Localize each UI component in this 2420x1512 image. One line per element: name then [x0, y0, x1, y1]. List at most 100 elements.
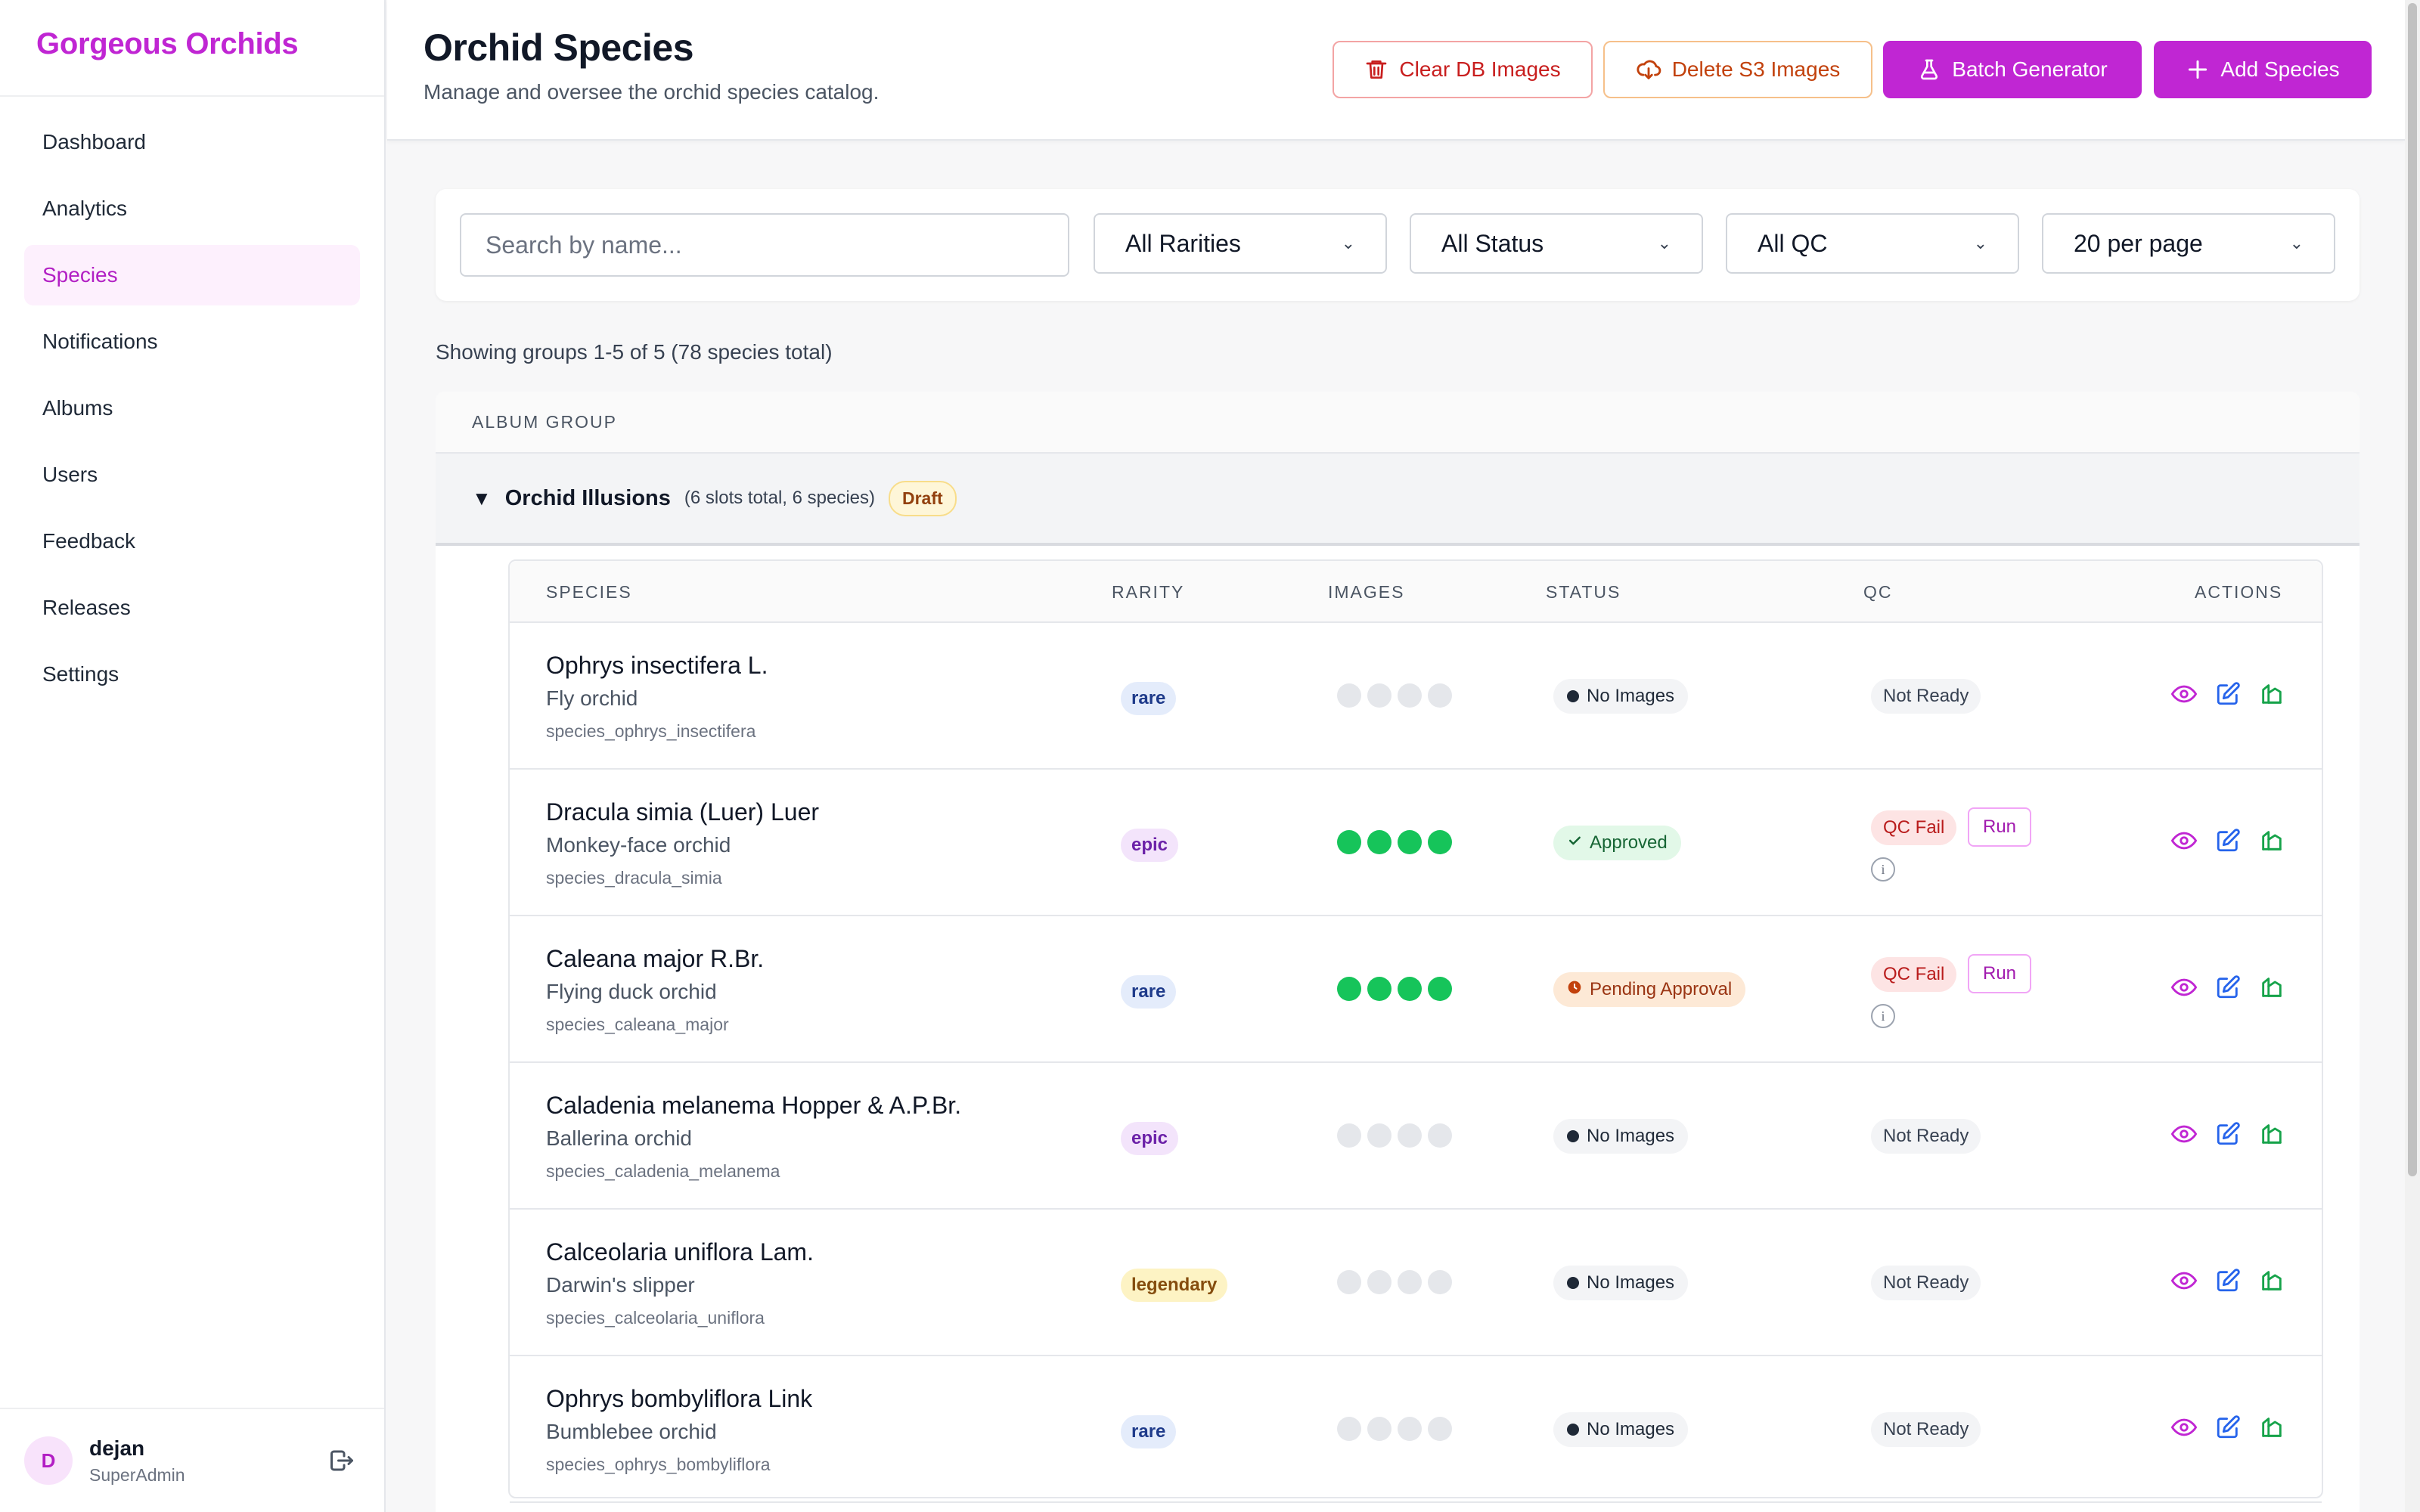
status-badge: Draft: [889, 480, 957, 516]
chevron-down-icon: ⌄: [2289, 234, 2304, 253]
row-actions: [2170, 1120, 2285, 1148]
per-page-select[interactable]: 20 per page ⌄: [2042, 213, 2335, 274]
view-eye-icon[interactable]: [2170, 974, 2198, 1001]
delete-s3-images-button[interactable]: Delete S3 Images: [1603, 41, 1872, 98]
rarity-badge: epic: [1121, 1122, 1179, 1155]
sidebar-item-users[interactable]: Users: [42, 463, 98, 486]
sidebar-item-settings[interactable]: Settings: [42, 662, 119, 686]
sidebar-item-notifications[interactable]: Notifications: [42, 330, 158, 353]
brand-logo-text[interactable]: Gorgeous Orchids: [36, 27, 299, 60]
image-slot-dot: [1398, 830, 1422, 854]
sidebar-item-dashboard[interactable]: Dashboard: [42, 130, 146, 153]
image-slot-dot: [1367, 1270, 1392, 1294]
images-gallery-icon[interactable]: [2258, 974, 2285, 1001]
status-select[interactable]: All Status ⌄: [1410, 213, 1703, 274]
row-actions: [2170, 827, 2285, 854]
sidebar-item-analytics[interactable]: Analytics: [42, 197, 128, 220]
sidebar-item-species[interactable]: Species: [24, 245, 360, 305]
qc-badge: Not Ready: [1871, 1266, 1981, 1300]
page-scrollbar[interactable]: [2405, 0, 2420, 1512]
run-qc-button[interactable]: Run: [1968, 954, 2031, 993]
species-name: Calceolaria uniflora Lam.: [546, 1238, 814, 1266]
species-id: species_caleana_major: [546, 1015, 729, 1034]
row-actions: [2170, 680, 2285, 708]
chevron-down-icon: ⌄: [1973, 234, 1987, 253]
qc-badge: Not Ready: [1871, 1119, 1981, 1154]
status-dot-icon: [1567, 1130, 1579, 1142]
qc-badge: Not Ready: [1871, 679, 1981, 714]
status-label: No Images: [1587, 686, 1675, 706]
image-slot-dot: [1367, 1417, 1392, 1441]
clear-db-images-button[interactable]: Clear DB Images: [1333, 41, 1593, 98]
table-row: Dracula simia (Luer) Luer Monkey-face orc…: [510, 770, 2322, 916]
images-gallery-icon[interactable]: [2258, 680, 2285, 708]
sidebar-item-releases[interactable]: Releases: [42, 596, 131, 619]
status-label: Pending Approval: [1590, 979, 1733, 999]
qc-badge: QC Fail: [1871, 957, 1957, 992]
brand: Gorgeous Orchids: [0, 0, 384, 97]
image-slot-dot: [1367, 1123, 1392, 1148]
species-name: Ophrys insectifera L.: [546, 652, 768, 679]
batch-generator-button[interactable]: Batch Generator: [1883, 41, 2142, 98]
images-gallery-icon[interactable]: [2258, 1414, 2285, 1441]
rarity-badge: rare: [1121, 682, 1177, 715]
image-slot-dot: [1398, 1123, 1422, 1148]
user-panel: D dejan SuperAdmin: [0, 1408, 384, 1512]
subtable-header: SPECIES RARITY IMAGES STATUS QC ACTIONS: [510, 561, 2322, 623]
rarity-badge: legendary: [1121, 1269, 1228, 1302]
row-actions: [2170, 1414, 2285, 1441]
edit-pencil-icon[interactable]: [2214, 680, 2242, 708]
add-species-label: Add Species: [2220, 57, 2340, 81]
image-slot-dot: [1337, 830, 1361, 854]
species-table: ALBUM GROUP ▼ Orchid Illusions (6 slots …: [436, 392, 2360, 1512]
image-slot-dot: [1337, 977, 1361, 1001]
rarity-select-value: All Rarities: [1125, 229, 1241, 257]
add-species-button[interactable]: Add Species: [2154, 41, 2372, 98]
view-eye-icon[interactable]: [2170, 680, 2198, 708]
album-group-row[interactable]: ▼ Orchid Illusions (6 slots total, 6 spe…: [436, 454, 2360, 546]
search-input[interactable]: Search by name...: [460, 213, 1069, 277]
sidebar-item-albums[interactable]: Albums: [42, 396, 113, 420]
qc-select[interactable]: All QC ⌄: [1726, 213, 2019, 274]
sidebar-item-feedback[interactable]: Feedback: [42, 529, 135, 553]
image-slot-dot: [1337, 1123, 1361, 1148]
image-slots: [1337, 830, 1452, 854]
collapse-triangle-icon[interactable]: ▼: [472, 486, 492, 510]
trash-icon: [1367, 60, 1387, 79]
column-header-species: SPECIES: [546, 582, 632, 602]
flask-icon: [1921, 59, 1938, 80]
info-icon[interactable]: i: [1871, 1004, 1895, 1028]
logout-icon[interactable]: [324, 1442, 360, 1479]
edit-pencil-icon[interactable]: [2214, 974, 2242, 1001]
rarity-select[interactable]: All Rarities ⌄: [1094, 213, 1387, 274]
scrollbar-thumb[interactable]: [2408, 3, 2417, 1176]
run-qc-button[interactable]: Run: [1968, 807, 2031, 847]
view-eye-icon[interactable]: [2170, 1267, 2198, 1294]
image-slot-dot: [1428, 1123, 1452, 1148]
species-name: Caladenia melanema Hopper & A.P.Br.: [546, 1092, 962, 1119]
edit-pencil-icon[interactable]: [2214, 827, 2242, 854]
images-gallery-icon[interactable]: [2258, 1267, 2285, 1294]
clock-icon: [1567, 979, 1582, 1000]
table-row: Ophrys insectifera L. Fly orchid species_o…: [510, 623, 2322, 770]
status-label: Approved: [1590, 832, 1668, 853]
column-header-qc: QC: [1863, 582, 1893, 602]
cloud-download-icon: [1637, 60, 1661, 79]
info-icon[interactable]: i: [1871, 857, 1895, 881]
batch-generator-label: Batch Generator: [1952, 57, 2108, 81]
species-name: Ophrys bombyliflora Link: [546, 1385, 813, 1412]
images-gallery-icon[interactable]: [2258, 827, 2285, 854]
images-gallery-icon[interactable]: [2258, 1120, 2285, 1148]
edit-pencil-icon[interactable]: [2214, 1414, 2242, 1441]
rarity-badge: rare: [1121, 1415, 1177, 1448]
view-eye-icon[interactable]: [2170, 827, 2198, 854]
sidebar: Gorgeous Orchids Dashboard Analytics Spe…: [0, 0, 386, 1512]
edit-pencil-icon[interactable]: [2214, 1267, 2242, 1294]
view-eye-icon[interactable]: [2170, 1120, 2198, 1148]
status-select-value: All Status: [1441, 229, 1544, 257]
view-eye-icon[interactable]: [2170, 1414, 2198, 1441]
status-badge: Pending Approval: [1553, 972, 1746, 1007]
image-slots: [1337, 683, 1452, 708]
delete-s3-images-label: Delete S3 Images: [1671, 57, 1841, 81]
edit-pencil-icon[interactable]: [2214, 1120, 2242, 1148]
